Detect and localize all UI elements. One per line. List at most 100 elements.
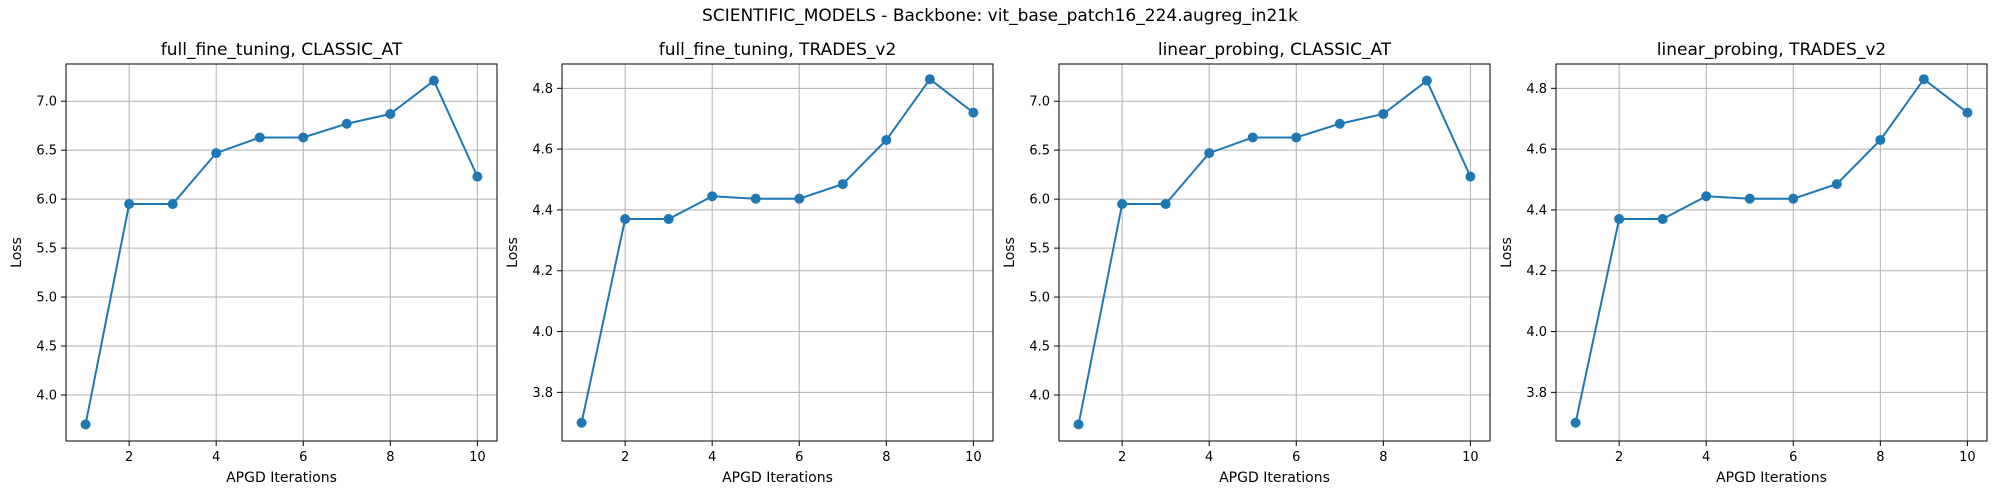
data-point: [881, 135, 892, 146]
x-tick-label: 2: [621, 450, 629, 465]
data-point: [1465, 171, 1476, 182]
y-tick-label: 4.4: [1526, 203, 1547, 218]
data-point: [1421, 75, 1432, 86]
y-tick-label: 4.0: [532, 325, 553, 340]
data-point: [663, 214, 674, 225]
data-point: [794, 193, 805, 204]
x-tick-label: 2: [1118, 450, 1126, 465]
data-point: [620, 214, 631, 225]
x-axis-label: APGD Iterations: [1716, 470, 1827, 486]
y-tick-label: 4.0: [36, 388, 57, 403]
x-tick-label: 8: [1876, 450, 1884, 465]
y-tick-label: 4.8: [1526, 82, 1547, 97]
subplot-title: full_fine_tuning, TRADES_v2: [659, 40, 897, 60]
data-point: [1831, 179, 1842, 190]
x-axis-label: APGD Iterations: [722, 470, 833, 486]
data-point: [1073, 419, 1084, 430]
subplot-3: 2 4 6 8 10 4.0 4.5 5.0 5.5 6.0 6.5 7.0 linear_probin…: [1002, 40, 1491, 486]
data-point: [707, 191, 718, 202]
data-point: [211, 148, 222, 159]
y-tick-label: 4.8: [532, 82, 553, 97]
subplot-2: 2 4 6 8 10 3.8 4.0 4.2 4.4 4.6 4.8 full_fine_tuning…: [505, 40, 994, 486]
data-point: [837, 179, 848, 190]
data-point: [472, 171, 483, 182]
x-tick-label: 10: [965, 450, 982, 465]
subplot-title: linear_probing, TRADES_v2: [1657, 40, 1886, 60]
x-tick-label: 8: [882, 450, 890, 465]
x-tick-label: 6: [1789, 450, 1797, 465]
x-tick-label: 8: [386, 450, 394, 465]
data-point: [80, 419, 91, 430]
figure-suptitle: SCIENTIFIC_MODELS - Backbone: vit_base_p…: [702, 6, 1298, 26]
y-tick-label: 4.0: [1029, 388, 1050, 403]
subplot-title: full_fine_tuning, CLASSIC_AT: [161, 40, 403, 60]
data-point: [968, 107, 979, 118]
data-point: [1204, 148, 1215, 159]
data-point: [576, 417, 587, 428]
axes-frame: [65, 63, 498, 442]
x-tick-label: 10: [1959, 450, 1976, 465]
data-point: [1247, 132, 1258, 143]
x-tick-label: 4: [708, 450, 716, 465]
axes-frame: [561, 63, 994, 442]
data-point: [298, 132, 309, 143]
y-tick-label: 4.6: [532, 143, 553, 158]
y-tick-label: 4.4: [532, 203, 553, 218]
y-tick-label: 6.0: [1029, 193, 1050, 208]
y-axis-label: Loss: [1002, 237, 1018, 268]
data-point: [341, 118, 352, 129]
data-point: [1378, 108, 1389, 119]
y-tick-label: 3.8: [532, 386, 553, 401]
subplot-title: linear_probing, CLASSIC_AT: [1158, 40, 1392, 60]
data-point: [1117, 199, 1128, 210]
y-axis-label: Loss: [9, 237, 25, 268]
x-tick-label: 4: [212, 450, 220, 465]
y-axis-label: Loss: [505, 237, 521, 268]
y-tick-label: 5.0: [1029, 291, 1050, 306]
x-axis-label: APGD Iterations: [226, 470, 337, 486]
data-point: [1291, 132, 1302, 143]
data-point: [1744, 193, 1755, 204]
data-point: [1657, 214, 1668, 225]
series-line: [1574, 77, 1969, 423]
data-point: [385, 108, 396, 119]
series-line: [1077, 79, 1472, 425]
y-tick-label: 7.0: [1029, 95, 1050, 110]
data-point: [1962, 107, 1973, 118]
y-tick-label: 5.5: [1029, 242, 1050, 257]
axes-frame: [1058, 63, 1491, 442]
y-tick-label: 4.5: [36, 340, 57, 355]
y-tick-label: 4.2: [532, 264, 553, 279]
subplot-1: 2 4 6 8 10 4.0 4.5 5.0 5.5 6.0 6.5 7.0 full_fine_tun…: [9, 40, 498, 486]
subplot-4: 2 4 6 8 10 3.8 4.0 4.2 4.4 4.6 4.8 linear_probing, …: [1499, 40, 1988, 486]
axes-frame: [1555, 63, 1988, 442]
x-tick-label: 10: [1462, 450, 1479, 465]
x-tick-label: 6: [795, 450, 803, 465]
data-point: [750, 193, 761, 204]
data-point: [1614, 214, 1625, 225]
data-point: [428, 75, 439, 86]
data-point: [124, 199, 135, 210]
y-tick-label: 3.8: [1526, 386, 1547, 401]
data-point: [1701, 191, 1712, 202]
data-point: [1875, 135, 1886, 146]
data-point: [1160, 199, 1171, 210]
data-point: [1788, 193, 1799, 204]
y-axis-label: Loss: [1499, 237, 1515, 268]
x-tick-label: 10: [469, 450, 486, 465]
x-tick-label: 4: [1702, 450, 1710, 465]
data-point: [1570, 417, 1581, 428]
data-point: [167, 199, 178, 210]
y-tick-label: 5.5: [36, 242, 57, 257]
y-tick-label: 5.0: [36, 291, 57, 306]
x-tick-label: 6: [1292, 450, 1300, 465]
x-tick-label: 2: [125, 450, 133, 465]
x-tick-label: 4: [1205, 450, 1213, 465]
data-point: [1918, 74, 1929, 85]
x-axis-label: APGD Iterations: [1219, 470, 1330, 486]
y-tick-label: 6.5: [36, 144, 57, 159]
data-point: [254, 132, 265, 143]
data-point: [1334, 118, 1345, 129]
